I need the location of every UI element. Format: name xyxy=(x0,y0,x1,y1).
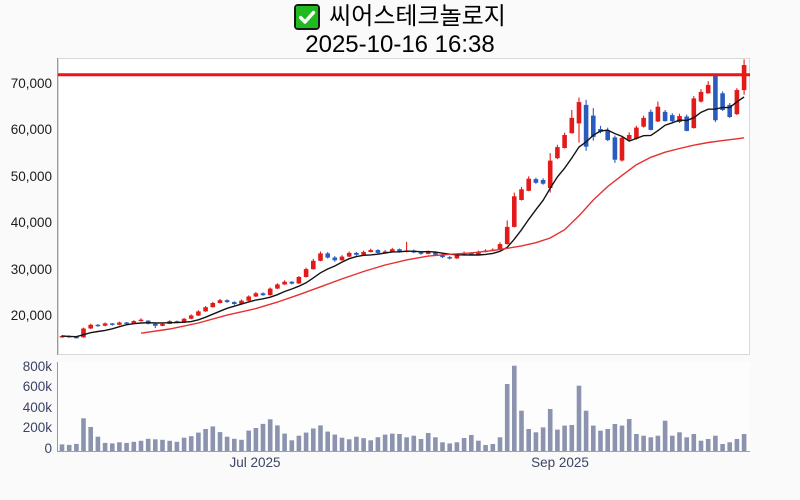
x-axis-label-sep-2025: Sep 2025 xyxy=(531,455,589,470)
volume-axis-label: 400k xyxy=(22,400,52,415)
chart-header: 씨어스테크놀로지 xyxy=(0,4,800,30)
chart-title: 씨어스테크놀로지 xyxy=(329,3,506,30)
volume-axis-label: 800k xyxy=(22,359,52,374)
x-axis-label-jul-2025: Jul 2025 xyxy=(229,455,281,470)
volume-axis-label: 0 xyxy=(44,441,52,456)
price-axis-label: 20,000 xyxy=(10,308,52,323)
volume-axis-label: 200k xyxy=(22,420,52,435)
chart-timestamp: 2025-10-16 16:38 xyxy=(305,31,495,58)
volume-axis-label: 600k xyxy=(22,379,52,394)
price-axis-label: 30,000 xyxy=(10,262,52,277)
checkbox-checked-icon xyxy=(294,4,321,30)
price-axis-label: 60,000 xyxy=(10,122,52,137)
check-mark-icon xyxy=(298,10,316,24)
price-axis-label: 40,000 xyxy=(10,215,52,230)
price-axis-label: 70,000 xyxy=(10,76,52,91)
price-axis-label: 50,000 xyxy=(10,169,52,184)
